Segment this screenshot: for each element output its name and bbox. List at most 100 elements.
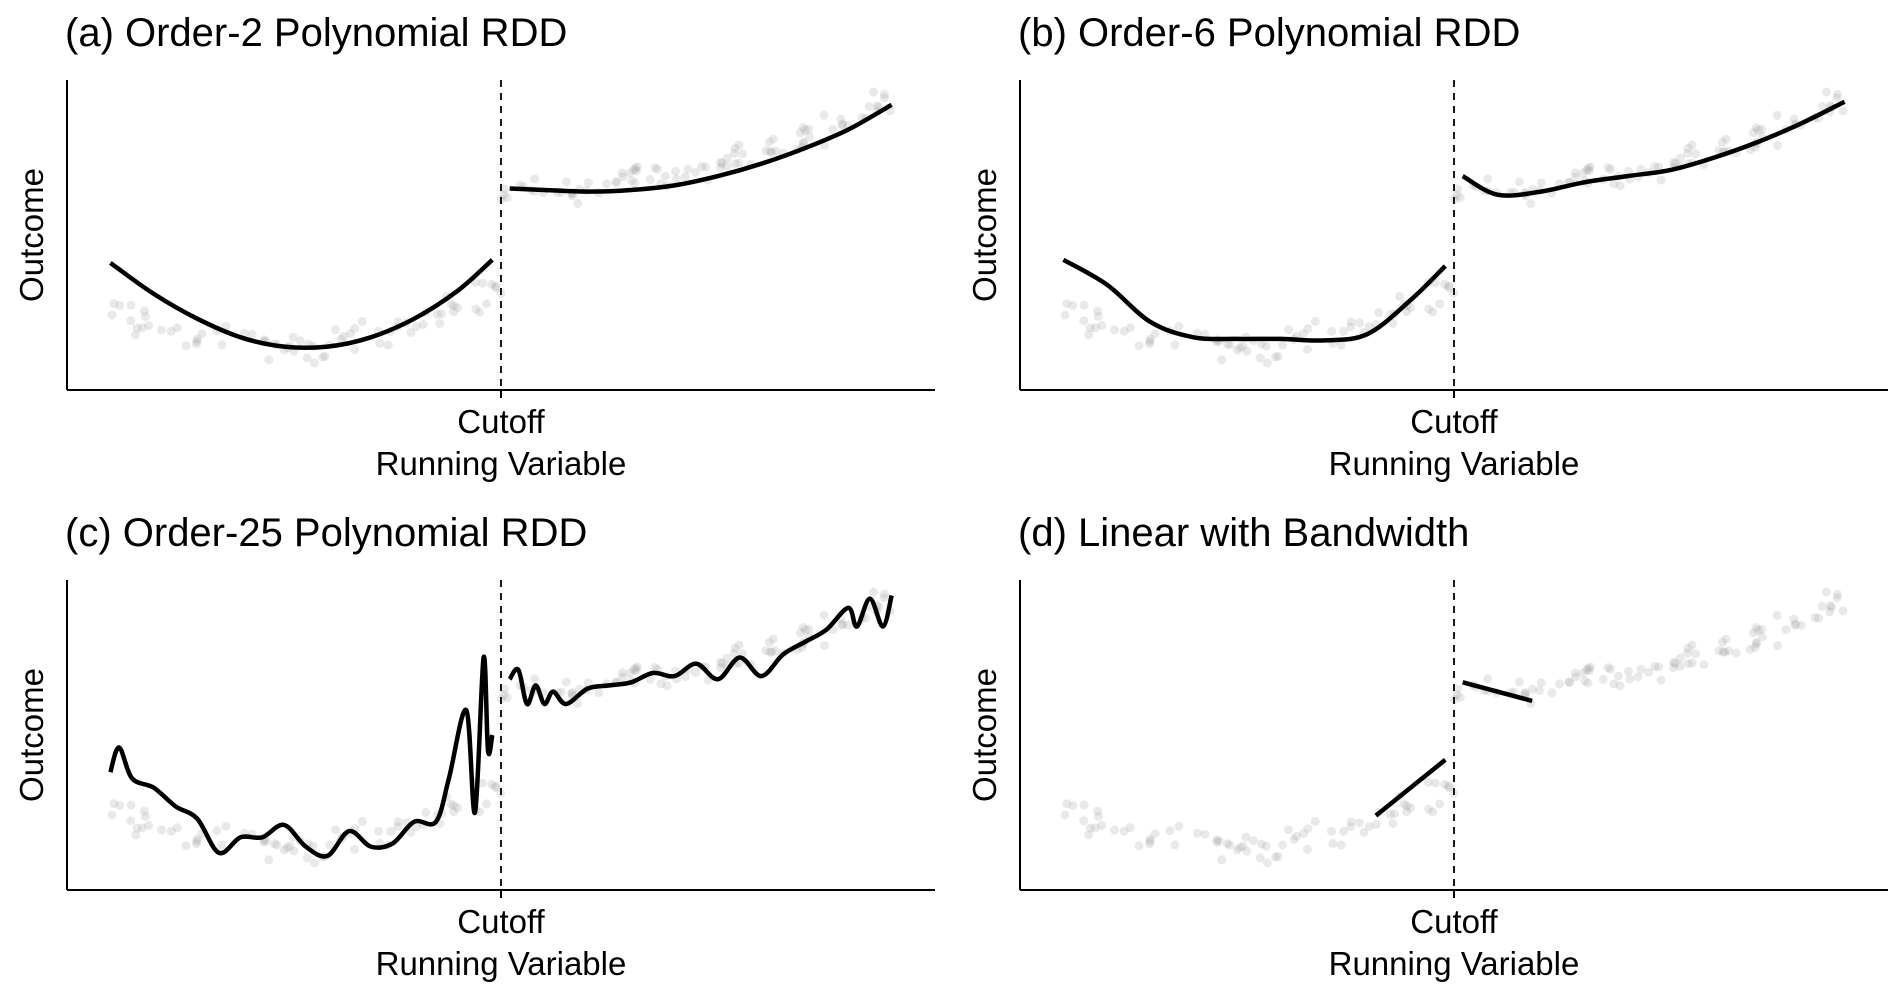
scatter-point <box>1217 355 1227 365</box>
scatter-point <box>1825 607 1835 617</box>
scatter-point <box>1144 339 1154 349</box>
scatter-point <box>331 825 340 835</box>
scatter-point <box>1687 140 1697 150</box>
scatter-point <box>1144 839 1154 849</box>
scatter-point <box>631 666 641 676</box>
scatter-point <box>446 299 456 309</box>
scatter-point <box>1261 841 1271 851</box>
scatter-point <box>375 338 385 348</box>
scatter-point <box>1781 625 1791 635</box>
scatter-point <box>798 623 808 632</box>
scatter-point <box>672 174 682 184</box>
scatter-point <box>1225 340 1235 350</box>
scatter-point <box>1832 93 1842 103</box>
scatter-point <box>166 826 176 836</box>
scatter-point <box>1570 168 1580 178</box>
scatter-point <box>1255 353 1265 363</box>
scatter-point <box>1585 662 1595 672</box>
scatter-point <box>1145 836 1155 846</box>
scatter-point <box>1435 299 1445 309</box>
scatter-point <box>1257 339 1266 349</box>
scatter-point <box>1624 666 1633 676</box>
scatter-point <box>1773 141 1782 150</box>
scatter-point <box>561 177 571 187</box>
scatter-point <box>1090 823 1100 833</box>
scatter-point <box>1395 291 1405 301</box>
scatter-point <box>730 143 740 153</box>
scatter-point <box>1134 341 1144 351</box>
scatter-point <box>869 587 878 597</box>
scatter-point <box>1717 637 1727 647</box>
scatter-point <box>1717 137 1727 147</box>
scatter-point <box>302 853 312 863</box>
points-layer <box>1060 587 1848 868</box>
scatter-point <box>1536 678 1546 688</box>
scatter-point <box>691 167 701 177</box>
scatter-point <box>1346 322 1356 332</box>
scatter-point <box>1217 855 1227 865</box>
x-tick-label: Cutoff <box>1410 403 1498 440</box>
fit-line-left <box>1062 257 1447 343</box>
scatter-point <box>191 839 201 849</box>
scatter-point <box>491 783 501 793</box>
scatter-point <box>1745 645 1755 654</box>
scatter-point <box>1303 324 1313 334</box>
scatter-point <box>172 823 182 833</box>
scatter-point <box>1255 853 1265 863</box>
scatter-point <box>1225 840 1235 850</box>
scatter-point <box>1261 341 1271 351</box>
scatter-point <box>1609 679 1619 689</box>
scatter-point <box>1278 840 1288 850</box>
scatter-point <box>611 177 621 187</box>
scatter-point <box>645 674 655 684</box>
scatter-point <box>1669 663 1678 673</box>
panel-title: (d) Linear with Bandwidth <box>1018 511 1469 555</box>
scatter-point <box>1292 831 1302 841</box>
scatter-point <box>1687 658 1697 668</box>
scatter-point <box>768 134 778 144</box>
x-axis-label: Running Variable <box>1329 945 1580 982</box>
scatter-point <box>804 624 814 634</box>
scatter-point <box>730 643 740 653</box>
scatter-point <box>1170 840 1180 850</box>
scatter-point <box>383 340 393 350</box>
scatter-point <box>1825 601 1835 611</box>
scatter-point <box>1440 779 1450 789</box>
scatter-point <box>653 164 662 174</box>
scatter-point <box>765 147 775 157</box>
scatter-point <box>406 328 416 337</box>
scatter-point <box>449 801 459 811</box>
scatter-point <box>872 101 882 111</box>
scatter-point <box>269 839 279 849</box>
scatter-point <box>837 120 847 130</box>
scatter-point <box>197 329 207 339</box>
scatter-point <box>1817 601 1827 611</box>
scatter-point <box>561 677 571 687</box>
scatter-point <box>1110 325 1119 335</box>
scatter-point <box>1654 662 1664 672</box>
scatter-point <box>1583 163 1593 173</box>
scatter-point <box>1833 589 1842 599</box>
scatter-point <box>1796 620 1806 630</box>
scatter-point <box>1789 114 1799 124</box>
scatter-point <box>1235 843 1245 853</box>
scatter-point <box>716 157 726 167</box>
scatter-point <box>418 320 428 329</box>
scatter-point <box>660 171 670 181</box>
scatter-point <box>1428 307 1437 317</box>
scatter-point <box>1371 820 1381 829</box>
scatter-point <box>1483 674 1493 684</box>
scatter-point <box>437 309 446 319</box>
scatter-point <box>140 812 150 821</box>
scatter-point <box>1273 851 1283 861</box>
scatter-point <box>879 593 889 603</box>
scatter-point <box>1271 852 1281 862</box>
x-axis-label: Running Variable <box>376 945 627 982</box>
fit-line-right <box>1461 99 1846 198</box>
scatter-point <box>819 110 829 120</box>
scatter-point <box>761 146 771 156</box>
scatter-point <box>1582 165 1592 175</box>
scatter-point <box>1571 172 1581 182</box>
scatter-point <box>583 178 593 188</box>
scatter-point <box>701 162 711 172</box>
